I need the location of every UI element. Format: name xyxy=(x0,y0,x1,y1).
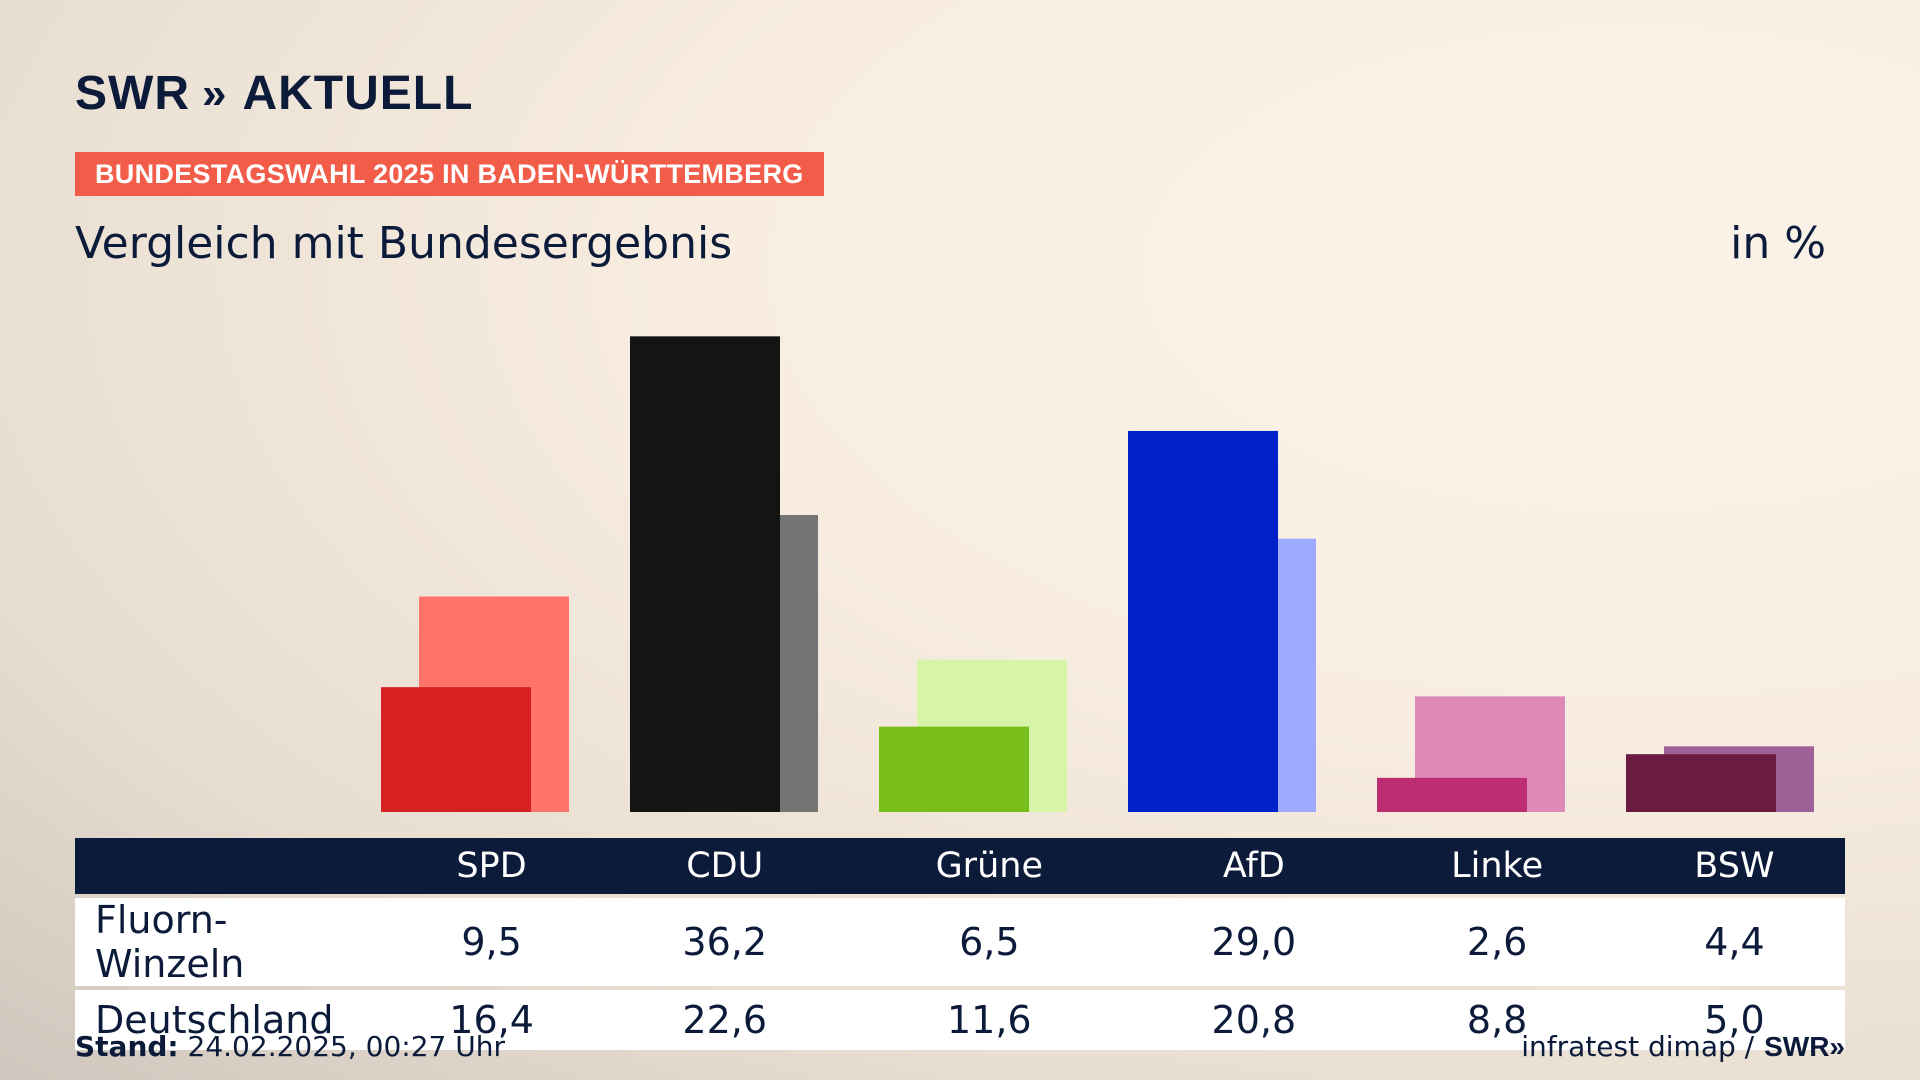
party-header: SPD xyxy=(375,838,609,894)
bar-fluorn-winzeln-bsw xyxy=(1626,754,1776,812)
table-row: Fluorn-Winzeln 9,5 36,2 6,5 29,0 2,6 4,4 xyxy=(75,898,1845,986)
table-header-row: SPD CDU Grüne AfD Linke BSW xyxy=(75,838,1845,894)
stand-value: 24.02.2025, 00:27 Uhr xyxy=(187,1030,505,1063)
topic-badge: BUNDESTAGSWAHL 2025 IN BADEN-WÜRTTEMBERG xyxy=(75,152,824,196)
chevron-icon: » xyxy=(201,68,227,118)
table-corner xyxy=(75,838,375,894)
bar-fluorn-winzeln-afd xyxy=(1128,430,1278,812)
table-row: Deutschland 16,4 22,6 11,6 20,8 8,8 5,0 xyxy=(75,990,1845,1050)
party-header: AfD xyxy=(1137,838,1371,894)
source-credit: infratest dimap / SWR» xyxy=(1521,1030,1845,1063)
results-table: SPD CDU Grüne AfD Linke BSW Fluorn-Winze… xyxy=(75,834,1845,1054)
table-cell: 29,0 xyxy=(1137,898,1371,986)
table-cell: 2,6 xyxy=(1370,898,1624,986)
table-cell: 8,8 xyxy=(1370,990,1624,1050)
party-header: BSW xyxy=(1623,838,1845,894)
timestamp: Stand: 24.02.2025, 00:27 Uhr xyxy=(75,1030,505,1063)
table-cell: 22,6 xyxy=(608,990,842,1050)
chart-subtitle: Vergleich mit Bundesergebnis xyxy=(75,218,733,269)
bar-chart xyxy=(381,336,1814,812)
table-cell: 11,6 xyxy=(841,990,1138,1050)
logo-swr: SWR xyxy=(75,67,190,120)
table-cell: 9,5 xyxy=(375,898,609,986)
unit-label: in % xyxy=(1730,218,1826,269)
stand-label: Stand: xyxy=(75,1030,179,1063)
party-header: Grüne xyxy=(841,838,1138,894)
table-cell: 5,0 xyxy=(1623,990,1845,1050)
table-cell: 36,2 xyxy=(608,898,842,986)
bar-fluorn-winzeln-linke xyxy=(1377,777,1527,812)
bar-fluorn-winzeln-spd xyxy=(381,687,531,812)
table-cell: 6,5 xyxy=(841,898,1138,986)
swr-brand-logo: SWR» xyxy=(1764,1030,1845,1062)
bar-fluorn-winzeln-grüne xyxy=(879,726,1029,812)
source-label: infratest dimap / xyxy=(1521,1030,1755,1063)
table-cell: 20,8 xyxy=(1137,990,1371,1050)
logo-aktuell: AKTUELL xyxy=(242,67,474,120)
table-cell: 4,4 xyxy=(1623,898,1845,986)
bar-fluorn-winzeln-cdu xyxy=(630,336,780,812)
party-header: Linke xyxy=(1370,838,1624,894)
swr-aktuell-logo: SWR » AKTUELL xyxy=(75,66,473,121)
row-label: Fluorn-Winzeln xyxy=(75,898,375,986)
row-label: Deutschland xyxy=(75,990,375,1050)
party-header: CDU xyxy=(608,838,842,894)
table-cell: 16,4 xyxy=(375,990,609,1050)
